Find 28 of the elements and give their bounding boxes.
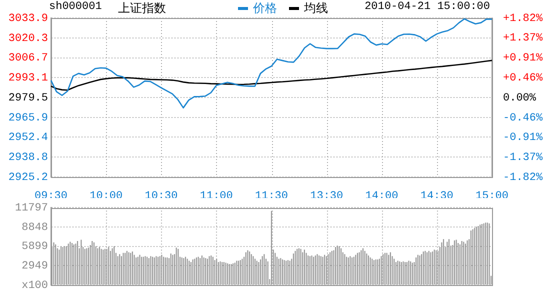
y-tick-label: 2949: [22, 260, 48, 273]
y-tick-label: x100: [22, 280, 48, 292]
y2-tick-label: -0.91%: [503, 132, 544, 144]
chart-title: 上证指数: [118, 0, 166, 17]
y-tick-label: 2925.2: [8, 172, 48, 184]
y2-tick-label: +1.82%: [503, 12, 544, 25]
legend-label: 均线: [304, 0, 328, 17]
text: 2010-04-21 15:00:00: [364, 1, 490, 13]
y-tick-label: 2965.9: [8, 112, 48, 124]
y-tick-label: 8848: [22, 222, 48, 234]
y-tick-label: 11797: [14, 202, 48, 215]
y2-tick-label: 0.00%: [503, 92, 536, 104]
y-tick-label: 3020.3: [8, 32, 48, 45]
text: sh000001: [49, 1, 102, 13]
y2-tick-label: +1.37%: [503, 32, 544, 45]
y2-tick-label: -1.37%: [503, 152, 544, 164]
y-tick-label: 2952.4: [8, 132, 48, 144]
y-tick-label: 3033.9: [8, 12, 48, 25]
y-tick-label: 2993.1: [8, 72, 48, 85]
y-tick-label: 2979.5: [8, 92, 48, 104]
y2-tick-label: +0.91%: [503, 52, 544, 65]
y2-tick-label: -1.82%: [503, 172, 544, 184]
y-tick-label: 2938.8: [8, 152, 48, 164]
y-tick-label: 3006.7: [8, 52, 48, 65]
y2-tick-label: +0.46%: [503, 72, 544, 84]
y-tick-label: 5899: [22, 241, 48, 254]
legend-label: 价格: [253, 0, 277, 17]
y2-tick-label: -0.46%: [503, 112, 544, 124]
